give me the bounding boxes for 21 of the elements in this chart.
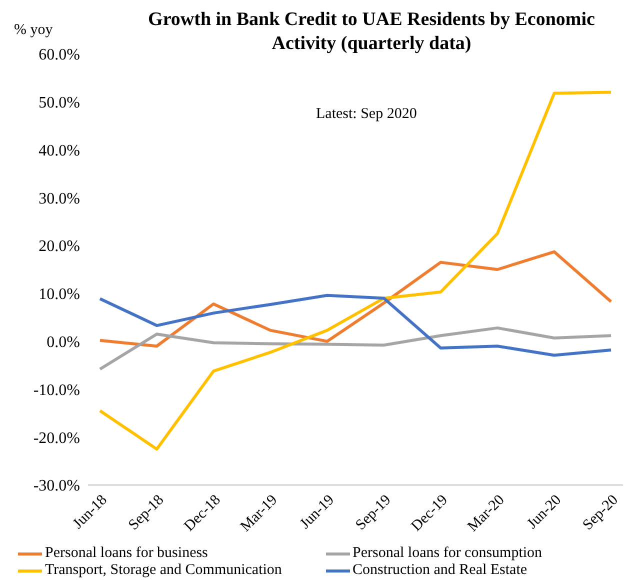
line-series <box>98 90 612 451</box>
y-tick-label: 20.0% <box>38 238 80 256</box>
y-tick-label: 40.0% <box>38 142 80 160</box>
y-axis-title: % yoy <box>14 22 53 39</box>
y-tick-label: 50.0% <box>38 94 80 112</box>
annotation: Latest: Sep 2020 <box>316 106 417 123</box>
y-tick-label: 0.0% <box>46 334 80 352</box>
chart-title: Growth in Bank Credit to UAE Residents by Economic Activity (quarterly data) <box>147 8 596 56</box>
y-tick-label: 30.0% <box>38 190 80 208</box>
y-tick-label: 10.0% <box>38 286 80 304</box>
legend-label: Personal loans for consumption <box>352 545 542 562</box>
y-tick-label: -20.0% <box>33 430 80 447</box>
legend-label: Personal loans for business <box>45 545 208 562</box>
line-series <box>98 294 612 357</box>
y-tick-label: -30.0% <box>33 478 80 495</box>
y-tick-label: -10.0% <box>33 382 80 399</box>
line-series <box>98 250 612 348</box>
legend-label: Construction and Real Estate <box>352 562 528 579</box>
legend-label: Transport, Storage and Communication <box>45 562 282 579</box>
line-series <box>98 326 612 371</box>
y-tick-label: 60.0% <box>38 46 80 64</box>
